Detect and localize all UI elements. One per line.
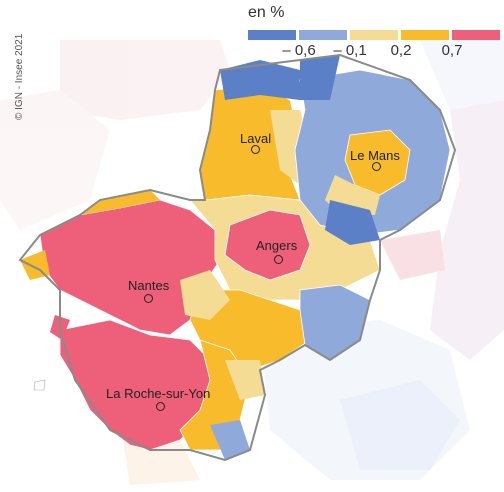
city-label-nantes: Nantes [128, 278, 170, 293]
city-label-laval: Laval [240, 131, 272, 146]
zone-fontenay [210, 420, 250, 460]
copyright-credit: © IGN - Insee 2021 [2, 8, 25, 128]
legend-swatches [248, 30, 500, 40]
zone-mayenne-north [220, 60, 300, 100]
credit-text: © IGN - Insee 2021 [14, 33, 25, 120]
city-marker-le-mans [372, 162, 381, 171]
outside-zone-south-east-pink [380, 230, 445, 280]
legend-threshold-3: 0,2 [390, 42, 412, 59]
zone-vendee [59, 319, 221, 451]
zone-sarthe-south [325, 200, 380, 245]
zone-maine-et-loire-mid [180, 270, 230, 320]
city-label-la-roche-sur-yon: La Roche-sur-Yon [106, 386, 211, 401]
city-label-angers: Angers [256, 238, 298, 253]
city-label-le-mans: Le Mans [350, 148, 400, 163]
city-marker-la-roche-sur-yon [156, 402, 165, 411]
zone-vendee-inner [225, 360, 265, 400]
legend-swatch-3 [350, 30, 398, 40]
zone-nantes-north [80, 190, 160, 215]
outside-zone-bottom-right [340, 380, 460, 470]
legend-swatch-1 [248, 30, 296, 40]
legend-threshold-1: – 0,6 [282, 42, 316, 59]
legend: en % – 0,6 – 0,1 0,2 0,7 [248, 4, 504, 66]
outside-zone-east [430, 100, 504, 360]
legend-swatch-4 [401, 30, 449, 40]
outside-zone-north-east [420, 40, 504, 110]
legend-unit: en % [248, 4, 285, 21]
legend-threshold-2: – 0,1 [333, 42, 367, 59]
outside-area [0, 40, 504, 485]
outside-zone-north [60, 40, 230, 120]
legend-swatch-5 [452, 30, 500, 40]
legend-swatch-2 [299, 30, 347, 40]
city-marker-angers [274, 255, 283, 264]
outside-zone-north-west [0, 90, 110, 230]
legend-threshold-4: 0,7 [441, 42, 463, 59]
zone-angers [224, 209, 311, 281]
region-border [18, 53, 457, 462]
zone-sarthe-north [300, 55, 340, 100]
city-marker-laval [251, 145, 260, 154]
city-marker-nantes [144, 294, 153, 303]
island-yeu [33, 379, 46, 391]
